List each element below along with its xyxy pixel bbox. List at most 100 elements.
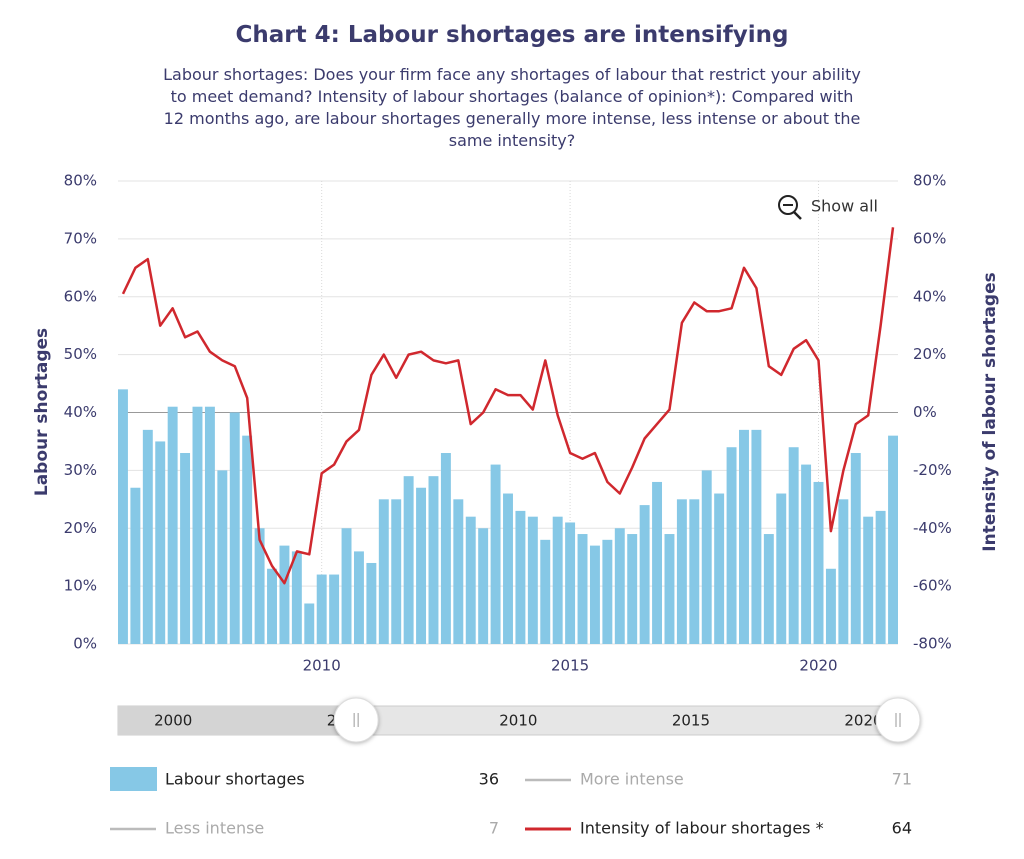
y2-tick-label: -60% (913, 577, 952, 595)
bar (565, 522, 576, 644)
legend-value: 71 (892, 770, 912, 789)
bar (366, 562, 377, 644)
legend-item[interactable]: Labour shortages 36 (110, 767, 499, 791)
bar (577, 534, 588, 644)
zoom-icon-handle (793, 211, 802, 220)
bar (850, 453, 861, 644)
bar (701, 470, 712, 644)
navigator-outside (118, 706, 357, 735)
bar (291, 551, 302, 644)
bar (515, 510, 526, 644)
legend-value: 36 (479, 770, 499, 789)
bar (589, 545, 600, 644)
y2-tick-label: -40% (913, 519, 952, 537)
y2-tick-label: 80% (913, 172, 946, 190)
bar (378, 499, 389, 644)
bar (130, 487, 141, 644)
show-all-label: Show all (811, 197, 878, 216)
bar (403, 476, 414, 644)
x-tick-label: 2015 (551, 657, 589, 675)
chart-subtitle: Labour shortages: Does your firm face an… (163, 65, 861, 150)
legend-item[interactable]: More intense 71 (525, 770, 912, 789)
y2-tick-label: 40% (913, 287, 946, 305)
y-tick-label: 20% (64, 519, 97, 537)
navigator-tick-label: 2000 (154, 712, 192, 730)
bar (229, 412, 240, 644)
legend-label: More intense (580, 770, 684, 789)
legend-value: 64 (892, 819, 912, 838)
bar (490, 464, 501, 644)
bar (776, 493, 787, 644)
bar (192, 406, 203, 644)
y-tick-label: 0% (73, 635, 97, 653)
bar (602, 539, 613, 644)
bar (838, 499, 849, 644)
bar (465, 516, 476, 644)
bar (180, 453, 191, 644)
navigator-tick-label: 2015 (672, 712, 710, 730)
bar (118, 389, 128, 644)
y-tick-label: 40% (64, 403, 97, 421)
bar (763, 534, 774, 644)
bar (391, 499, 402, 644)
x-tick-label: 2010 (303, 657, 341, 675)
bar (428, 476, 439, 644)
handle-knob (333, 697, 379, 743)
chart-title: Chart 4: Labour shortages are intensifyi… (235, 22, 789, 48)
y-tick-label: 70% (64, 229, 97, 247)
y-tick-label: 50% (64, 345, 97, 363)
bar (304, 603, 315, 644)
line (121, 227, 895, 585)
bar (267, 568, 277, 644)
navigator-tick-label: 2010 (499, 712, 537, 730)
bar (801, 464, 812, 644)
bar (751, 429, 762, 644)
y-tick-label: 30% (64, 461, 97, 479)
bar (888, 435, 898, 644)
x-tick-label: 2020 (799, 657, 837, 675)
bar (739, 429, 749, 644)
bar (527, 516, 538, 644)
legend-swatch (110, 767, 157, 791)
handle-knob (875, 697, 921, 743)
bar (503, 493, 513, 644)
legend-label: Intensity of labour shortages * (580, 819, 824, 838)
y2-tick-label: -80% (913, 635, 952, 653)
y-tick-label: 60% (64, 287, 97, 305)
bar (478, 528, 489, 644)
y2-tick-label: -20% (913, 461, 952, 479)
bar (639, 505, 650, 644)
bar (676, 499, 687, 644)
show-all-button[interactable]: Show all (778, 195, 878, 220)
legend-item[interactable]: Intensity of labour shortages * 64 (525, 819, 912, 838)
bar (875, 510, 886, 644)
navigator-tick-label: 2020 (844, 712, 882, 730)
legend-label: Labour shortages (165, 770, 305, 789)
bar (341, 528, 352, 644)
navigator-handle[interactable] (333, 697, 379, 743)
bar (813, 481, 824, 644)
bar (652, 481, 663, 644)
zoom-icon (778, 195, 798, 215)
bar (316, 574, 327, 644)
navigator-handle[interactable] (875, 697, 921, 743)
navigator[interactable]: 20002005201020152020 (117, 697, 921, 743)
bar (825, 568, 836, 644)
legend-item[interactable]: Less intense 7 (110, 819, 499, 838)
bar (204, 406, 215, 644)
y-tick-label: 10% (64, 577, 97, 595)
bar (453, 499, 464, 644)
bar (242, 435, 253, 644)
bar (167, 406, 178, 644)
bar (142, 429, 153, 644)
bar (714, 493, 725, 644)
bar (353, 551, 364, 644)
bar (726, 447, 737, 644)
bar (540, 539, 551, 644)
bar (440, 453, 451, 644)
y2-tick-label: 0% (913, 403, 937, 421)
bar (279, 545, 290, 644)
bar (689, 499, 700, 644)
